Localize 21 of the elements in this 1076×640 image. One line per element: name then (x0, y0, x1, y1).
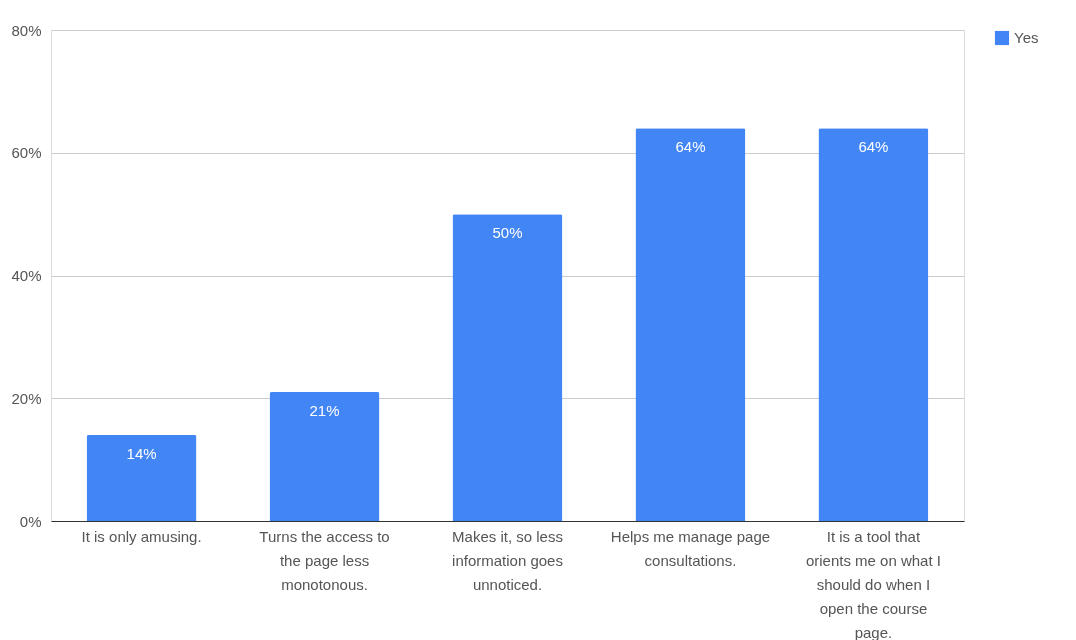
y-tick-label: 40% (11, 267, 42, 284)
x-tick-label: It is only amusing. (81, 527, 202, 545)
bar (269, 392, 380, 521)
data-label: 50% (492, 224, 523, 242)
data-label: 64% (858, 138, 889, 156)
x-tick-label: Turns the access to the page less monotonous. (259, 527, 390, 593)
y-tick-label: 60% (11, 144, 42, 162)
bar (818, 128, 929, 521)
bar (635, 128, 746, 521)
y-tick-label: 80% (11, 21, 42, 39)
x-tick-label: Makes it, so less information goes unnoticed. (452, 527, 563, 593)
data-label: 14% (126, 445, 157, 463)
data-label: 64% (675, 138, 706, 156)
y-tick-label: 0% (19, 512, 42, 530)
legend-label: Yes (1014, 29, 1039, 46)
data-label: 21% (309, 402, 340, 420)
y-tick-label: 20% (11, 389, 42, 407)
x-tick-label: It is a tool that orients me on what I should do when I open the course page. (805, 527, 941, 640)
bar (452, 214, 563, 521)
x-tick-label: Helps me manage page consultations. (610, 527, 771, 569)
bar (86, 435, 197, 521)
